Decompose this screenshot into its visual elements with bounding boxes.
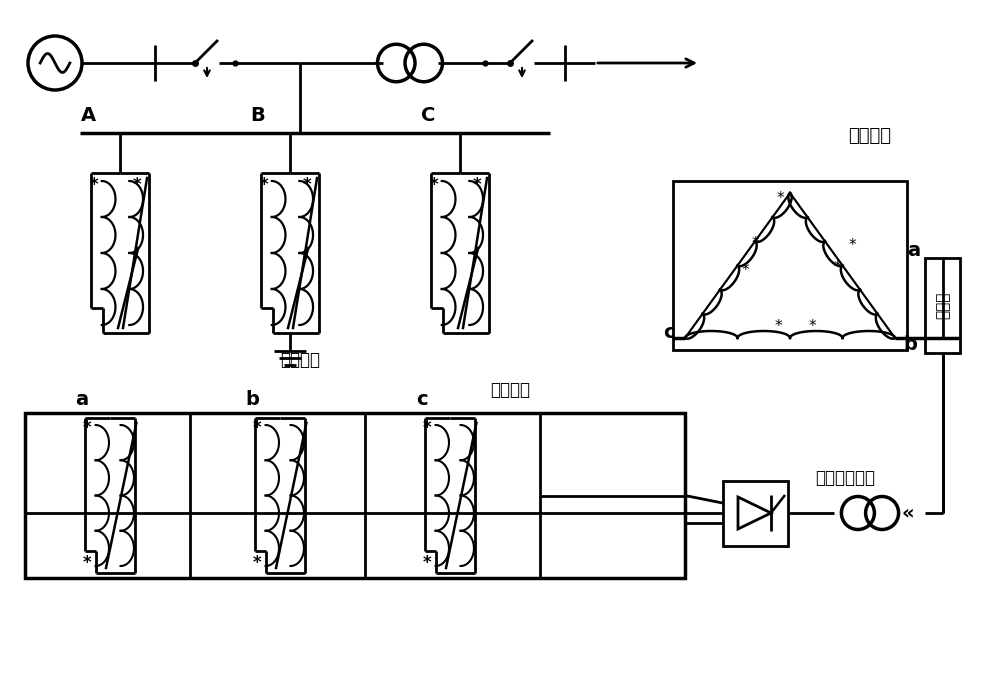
Text: b: b <box>245 390 259 409</box>
Text: 滤波器: 滤波器 <box>935 292 950 319</box>
Text: *: * <box>849 238 856 253</box>
Text: *: * <box>473 176 482 194</box>
Text: a: a <box>907 241 920 259</box>
Bar <box>925 258 960 353</box>
Text: *: * <box>422 554 431 572</box>
Text: C: C <box>421 106 435 125</box>
Text: *: * <box>82 419 91 437</box>
Text: a: a <box>75 390 89 409</box>
Text: *: * <box>252 554 261 572</box>
Bar <box>25 413 685 578</box>
Text: *: * <box>303 176 312 194</box>
Text: c: c <box>663 323 675 342</box>
Text: c: c <box>416 390 428 409</box>
Text: *: * <box>808 319 816 334</box>
Text: *: * <box>89 176 98 194</box>
Text: 控制绕组: 控制绕组 <box>490 381 530 399</box>
Text: A: A <box>80 106 96 125</box>
Text: b: b <box>903 335 917 354</box>
Text: *: * <box>259 176 268 194</box>
Text: *: * <box>252 419 261 437</box>
Text: *: * <box>742 263 749 278</box>
Text: *: * <box>752 236 759 251</box>
Text: *: * <box>834 260 841 275</box>
Text: 补偿绕组: 补偿绕组 <box>848 127 892 145</box>
Text: *: * <box>774 319 782 334</box>
Text: *: * <box>133 176 142 194</box>
Text: «: « <box>902 504 914 522</box>
Bar <box>722 480 788 546</box>
Text: B: B <box>251 106 265 125</box>
Text: 直流励磁系统: 直流励磁系统 <box>815 469 875 487</box>
Text: 网侧绕组: 网侧绕组 <box>280 351 320 369</box>
Text: *: * <box>82 554 91 572</box>
Text: *: * <box>429 176 438 194</box>
Text: *: * <box>776 191 784 206</box>
Text: *: * <box>422 419 431 437</box>
